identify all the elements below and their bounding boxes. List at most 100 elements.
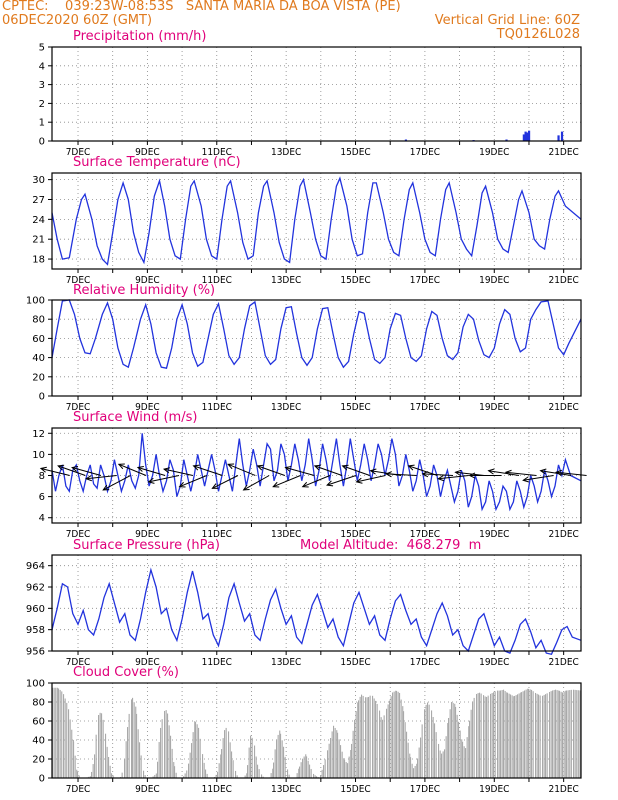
y-tick-label: 962 xyxy=(26,583,45,594)
cloud-bar xyxy=(416,763,418,778)
cloud-bar xyxy=(101,713,103,778)
precip-panel: 0 1 2 3 4 5 7DEC 9DEC 11DEC 13DEC 15DEC 17DEC 19DEC 2… xyxy=(39,43,582,158)
cloud-bar xyxy=(543,694,545,778)
cloud-bar xyxy=(491,693,493,778)
cloud-bar xyxy=(154,774,156,778)
cloud-bar xyxy=(272,768,274,778)
cloud-bar xyxy=(524,690,526,778)
cloud-bar xyxy=(473,697,475,778)
cloud-bar xyxy=(251,737,253,778)
x-date-label: 11DEC xyxy=(202,147,232,158)
cloud-bar xyxy=(461,739,463,778)
pressure-panel: 956 958 960 962 964 7DEC 9DEC 11DEC 13DEC 15DEC 17… xyxy=(26,554,582,668)
cloud-bar xyxy=(521,692,523,778)
cloud-bar xyxy=(503,689,505,778)
wind-arrow xyxy=(39,466,70,476)
cloud-bar xyxy=(316,776,318,778)
cloud-bar xyxy=(515,695,517,778)
y-tick-label: 100 xyxy=(26,296,45,307)
cloud-bar xyxy=(320,775,322,778)
cloud-bar xyxy=(157,761,159,778)
pressure-line xyxy=(51,567,582,655)
cloud-bar xyxy=(165,710,167,778)
y-tick-label: 6 xyxy=(39,492,45,503)
cloud-bar xyxy=(160,727,162,778)
cloud-bar xyxy=(195,722,197,778)
y-tick-label: 20 xyxy=(32,372,45,383)
cloud-bar xyxy=(69,719,71,778)
y-tick-label: 24 xyxy=(32,215,45,226)
cloud-bar xyxy=(507,692,509,778)
cloud-bar xyxy=(536,693,538,778)
cloud-bar xyxy=(451,702,453,778)
x-date-label: 9DEC xyxy=(135,784,160,795)
cloud-bar xyxy=(565,690,567,778)
wind-arrow xyxy=(385,471,417,478)
cloud-bar xyxy=(376,703,378,778)
cloud-bar xyxy=(389,700,391,778)
cloud-bar xyxy=(186,770,188,778)
cloud-bar xyxy=(518,693,520,778)
cloud-bar xyxy=(466,737,468,778)
wind-arrow xyxy=(555,469,587,476)
rh-line xyxy=(51,299,582,369)
cloud-bar xyxy=(432,716,434,778)
cloud-bar xyxy=(442,751,444,778)
cloud-bar xyxy=(445,736,447,778)
cloud-bar xyxy=(400,699,402,778)
cloud-bar xyxy=(545,694,547,778)
cloud-bar xyxy=(95,734,97,778)
cloud-bar xyxy=(274,749,276,778)
cloud-bar xyxy=(562,692,564,778)
cloud-bar xyxy=(468,726,470,778)
cloud-bar xyxy=(357,702,359,778)
cloud-bar xyxy=(417,758,419,778)
cloud-bar xyxy=(98,715,100,778)
cloud-bar xyxy=(310,768,312,778)
cloud-bar xyxy=(361,694,363,778)
cloud-bar xyxy=(359,696,361,778)
precip-bar xyxy=(560,131,564,141)
cloud-bar xyxy=(527,688,529,778)
cloud-bar xyxy=(327,750,329,778)
cloud-bar xyxy=(498,690,500,778)
x-date-label: 19DEC xyxy=(479,402,509,413)
cloud-bar xyxy=(494,691,496,778)
wind-arrow xyxy=(242,475,270,491)
x-date-label: 15DEC xyxy=(340,275,370,286)
cloud-bar xyxy=(438,743,440,778)
cloud-bar xyxy=(155,773,157,778)
y-tick-label: 30 xyxy=(32,175,45,186)
wind-line xyxy=(51,433,582,512)
y-tick-label: 3 xyxy=(39,80,45,91)
x-date-label: 15DEC xyxy=(340,529,370,540)
cloud-bar xyxy=(402,706,404,778)
cloud-bar xyxy=(236,775,238,778)
cloud-bar xyxy=(106,746,108,778)
wind-arrow xyxy=(162,467,193,476)
cloud-bar xyxy=(396,690,398,778)
cloud-bar xyxy=(455,706,457,778)
cloud-bar xyxy=(380,717,382,778)
x-date-label: 17DEC xyxy=(410,275,440,286)
cloud-bar xyxy=(164,710,166,778)
wind-arrow xyxy=(227,463,256,476)
cloud-bar xyxy=(555,689,557,778)
cloud-bar xyxy=(328,743,330,778)
wind-arrow xyxy=(147,475,180,484)
cloud-bar xyxy=(352,730,354,778)
cloud-bar xyxy=(73,741,75,778)
cloud-bar xyxy=(462,741,464,778)
wind-arrow xyxy=(211,475,239,489)
cloud-bar xyxy=(529,689,531,778)
cloud-bar xyxy=(479,692,481,778)
precip-bar xyxy=(526,132,529,141)
y-tick-label: 964 xyxy=(26,561,45,572)
cloud-bar xyxy=(229,742,231,778)
x-date-label: 19DEC xyxy=(479,657,509,668)
cloud-bar xyxy=(355,711,357,778)
y-tick-label: 8 xyxy=(39,471,45,482)
cloud-bar xyxy=(465,748,467,778)
cloud-bar xyxy=(347,763,349,778)
cloud-bar xyxy=(483,695,485,778)
